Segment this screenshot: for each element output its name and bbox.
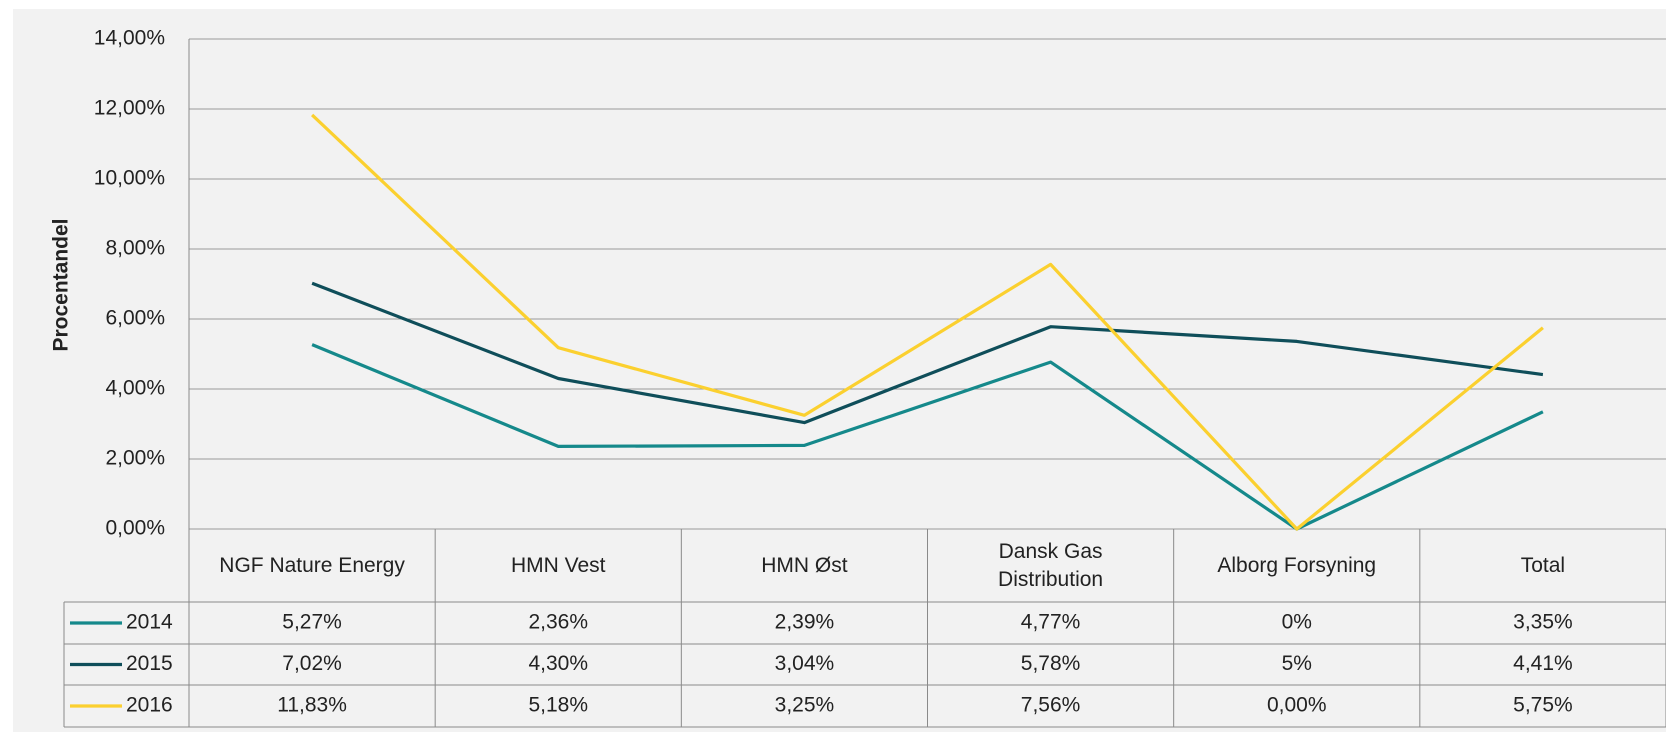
value-label: 5,18% (528, 694, 588, 717)
value-label: 7,56% (1021, 694, 1081, 717)
value-label: 7,02% (282, 652, 342, 675)
value-label: 3,35% (1513, 611, 1573, 634)
x-tick-label: Alborg Forsyning (1217, 553, 1377, 577)
chart-background (13, 9, 1666, 732)
value-label: 5% (1282, 652, 1312, 675)
value-label: 4,30% (528, 652, 588, 675)
value-label: 2,36% (528, 611, 588, 634)
y-tick-label: 14,00% (94, 27, 165, 50)
legend-label: 2014 (126, 611, 173, 634)
x-tick-label: Dansk Gas Distribution (998, 540, 1104, 591)
y-tick-label: 8,00% (105, 237, 165, 260)
category-cell: HMN Øst (761, 553, 848, 577)
series-line (311, 281, 1544, 425)
value-label: 5,75% (1513, 694, 1573, 717)
category-cell: HMN Vest (510, 553, 606, 577)
value-label: 3,04% (775, 652, 835, 675)
y-tick-label: 10,00% (94, 167, 165, 190)
category-cell: Alborg Forsyning (1217, 553, 1377, 577)
y-axis-label: Procentandel (50, 218, 73, 351)
value-label: 5,27% (282, 611, 342, 634)
category-cell: Total (1520, 553, 1566, 577)
value-label: 3,25% (775, 694, 835, 717)
y-tick-label: 0,00% (105, 517, 165, 540)
category-cell: Dansk Gas Distribution (998, 540, 1104, 591)
x-tick-label: NGF Nature Energy (219, 553, 405, 577)
y-tick-label: 6,00% (105, 307, 165, 330)
value-label: 5,78% (1021, 652, 1081, 675)
value-label: 2,39% (775, 611, 835, 634)
y-tick-label: 2,00% (105, 447, 165, 470)
value-label: 11,83% (277, 694, 347, 717)
x-tick-label: HMN Vest (510, 553, 606, 577)
value-label: 4,77% (1021, 611, 1081, 634)
series-line (311, 343, 1544, 531)
legend-label: 2015 (126, 652, 173, 675)
value-label: 0,00% (1267, 694, 1327, 717)
legend-label: 2016 (126, 694, 173, 717)
series-line (311, 113, 1544, 531)
value-label: 4,41% (1513, 652, 1573, 675)
y-tick-label: 4,00% (105, 377, 165, 400)
x-tick-label: Total (1520, 553, 1566, 577)
y-tick-label: 12,00% (94, 97, 165, 120)
value-label: 0% (1282, 611, 1312, 634)
category-cell: NGF Nature Energy (219, 553, 405, 577)
x-tick-label: HMN Øst (761, 553, 848, 577)
